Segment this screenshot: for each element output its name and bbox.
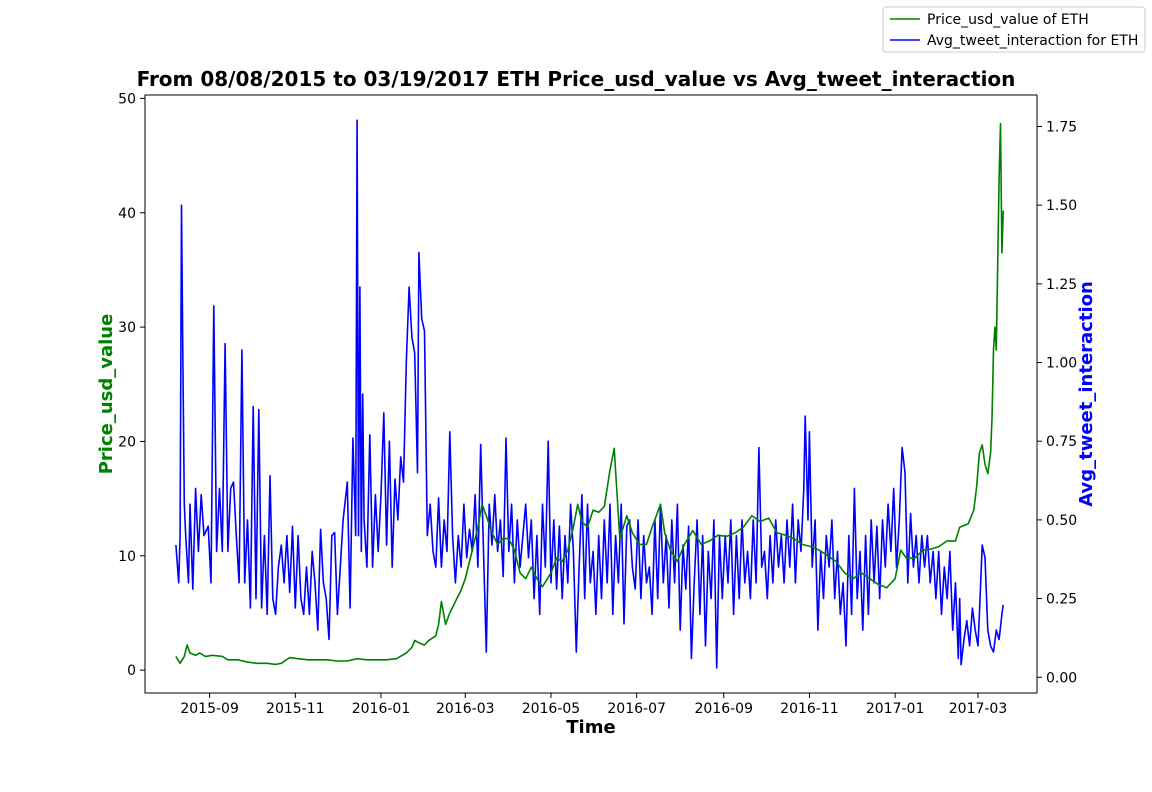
y-tick-label-right: 1.25 [1046, 277, 1077, 293]
series-layer [175, 119, 1005, 669]
x-tick-label: 2016-11 [780, 701, 839, 717]
x-tick-label: 2016-03 [436, 701, 495, 717]
plot-frame [144, 94, 1038, 694]
x-tick-label: 2016-09 [694, 701, 753, 717]
y-tick-label-right: 0.00 [1046, 670, 1077, 686]
y-axis-label-left: Price_usd_value [96, 314, 117, 475]
x-tick-label: 2017-01 [866, 701, 925, 717]
y-tick-label-left: 30 [118, 320, 136, 336]
x-tick-label: 2015-09 [180, 701, 239, 717]
y-axis-label-right: Avg_tweet_interaction [1076, 281, 1097, 507]
axis-layer: 2015-09 2015-11 2016-01 2016-03 2016-05 2016-… [118, 91, 1077, 717]
plot-area [145, 95, 1037, 693]
y-tick-label-right: 1.75 [1046, 119, 1077, 135]
y-tick-label-left: 10 [118, 549, 136, 565]
legend-box [882, 6, 1146, 53]
series-line-price [175, 122, 1005, 666]
y-tick-label-left: 20 [118, 434, 136, 450]
y-tick-label-right: 0.25 [1046, 592, 1077, 608]
chart-title: From 08/08/2015 to 03/19/2017 ETH Price_… [137, 67, 1016, 91]
legend: Price_usd_value of ETH Avg_tweet_interac… [882, 6, 1146, 53]
x-axis-label: Time [566, 717, 615, 738]
x-tick-label: 2016-05 [522, 701, 581, 717]
y-tick-label-left: 40 [118, 206, 136, 222]
x-tick-label: 2015-11 [266, 701, 325, 717]
legend-label-tweet: Avg_tweet_interaction for ETH [927, 33, 1138, 49]
y-tick-label-right: 1.00 [1046, 356, 1077, 372]
y-tick-label-right: 1.50 [1046, 198, 1077, 214]
series-line-tweet [175, 119, 1005, 669]
y-tick-label-left: 50 [118, 91, 136, 107]
x-tick-label: 2016-07 [607, 701, 666, 717]
legend-label-price: Price_usd_value of ETH [927, 12, 1089, 28]
y-tick-label-right: 0.75 [1046, 434, 1077, 450]
x-tick-label: 2016-01 [352, 701, 411, 717]
y-tick-label-right: 0.50 [1046, 513, 1077, 529]
y-tick-label-left: 0 [127, 663, 136, 679]
x-tick-label: 2017-03 [949, 701, 1008, 717]
